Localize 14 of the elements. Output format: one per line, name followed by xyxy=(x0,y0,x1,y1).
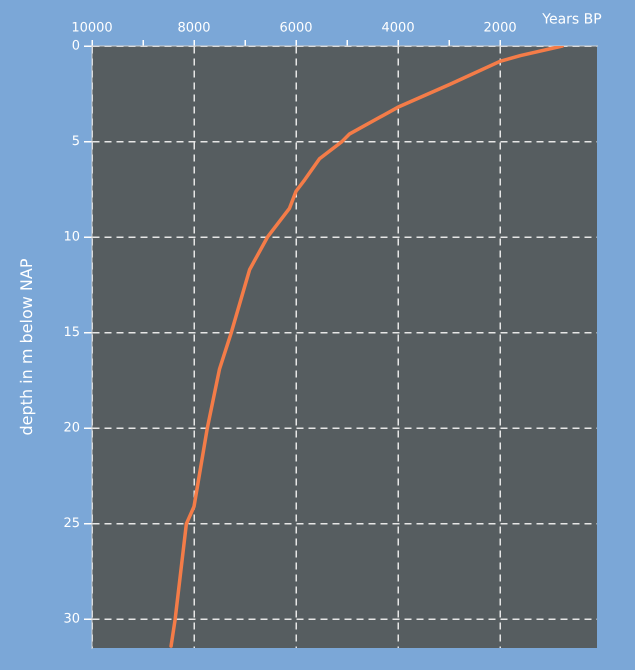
y-axis-title: depth in m below NAP xyxy=(17,258,36,436)
y-tick-label: 0 xyxy=(72,38,80,54)
x-tick-label: 8000 xyxy=(177,20,211,36)
x-tick-label: 10000 xyxy=(71,20,113,36)
y-tick-label: 30 xyxy=(63,612,80,627)
x-tick-label: 6000 xyxy=(279,20,313,36)
x-axis-title: Years BP xyxy=(541,12,602,28)
x-tick-label: 4000 xyxy=(382,20,415,36)
y-tick-label: 25 xyxy=(63,516,80,532)
y-tick-label: 5 xyxy=(72,134,80,149)
y-tick-label: 20 xyxy=(63,420,80,436)
y-tick-label: 10 xyxy=(63,229,80,244)
x-tick-label: 2000 xyxy=(484,20,517,36)
y-tick-label: 15 xyxy=(63,325,80,340)
